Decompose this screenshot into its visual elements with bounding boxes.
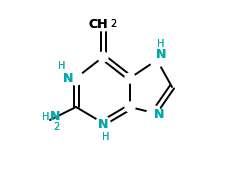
Text: H: H xyxy=(102,132,110,142)
Circle shape xyxy=(125,102,135,112)
Text: N: N xyxy=(156,48,166,61)
Text: CH: CH xyxy=(88,18,108,30)
Text: H: H xyxy=(157,39,165,49)
Circle shape xyxy=(69,71,83,85)
Text: H: H xyxy=(42,112,50,122)
Text: 2: 2 xyxy=(110,19,116,29)
Text: H: H xyxy=(58,61,66,71)
Text: CH: CH xyxy=(88,18,108,30)
Circle shape xyxy=(98,52,108,62)
Circle shape xyxy=(150,53,164,67)
Circle shape xyxy=(147,106,161,120)
Circle shape xyxy=(96,116,110,130)
Text: N: N xyxy=(63,72,73,85)
Text: 2: 2 xyxy=(53,122,59,132)
Text: N: N xyxy=(98,118,108,131)
Text: N: N xyxy=(50,110,60,124)
Text: H: H xyxy=(58,61,66,71)
Text: N: N xyxy=(98,118,108,131)
Text: N: N xyxy=(63,72,73,85)
Text: 2: 2 xyxy=(110,19,116,29)
Text: N: N xyxy=(50,110,60,124)
Text: N: N xyxy=(154,108,164,121)
Text: H: H xyxy=(102,132,110,142)
Text: N: N xyxy=(154,108,164,121)
Text: H: H xyxy=(42,112,50,122)
Circle shape xyxy=(125,73,135,83)
Text: H: H xyxy=(157,39,165,49)
Text: N: N xyxy=(156,48,166,61)
Text: 2: 2 xyxy=(53,122,59,132)
